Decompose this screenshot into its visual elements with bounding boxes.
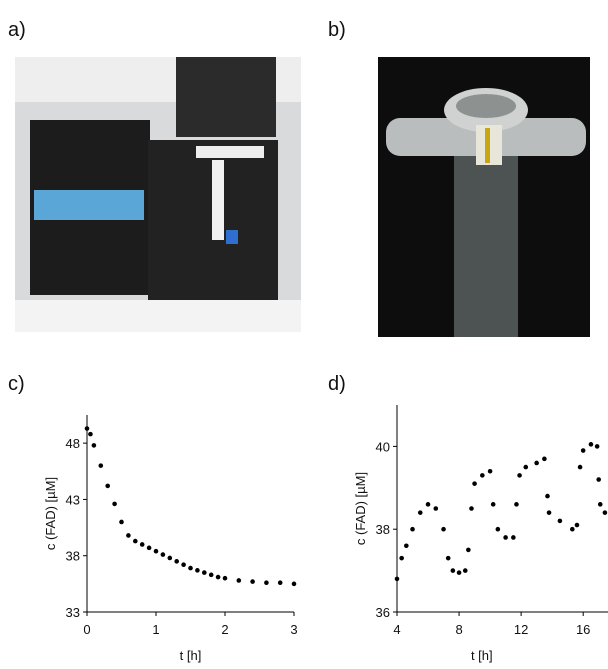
- data-point: [291, 581, 297, 587]
- panel-label: c): [8, 373, 25, 395]
- data-point: [174, 559, 179, 564]
- data-point: [577, 464, 583, 470]
- data-point: [112, 501, 117, 507]
- y-axis-title: c (FAD) [µM]: [43, 477, 58, 550]
- data-point: [495, 526, 501, 532]
- y-tick-label: 38: [376, 522, 390, 537]
- photo-flow-cell: [378, 57, 590, 337]
- data-point: [88, 431, 93, 437]
- panel-label: d): [328, 373, 346, 395]
- data-point: [469, 506, 474, 511]
- photo-pump-setup: [15, 57, 301, 332]
- data-point: [264, 580, 269, 586]
- y-tick-label: 43: [66, 492, 80, 507]
- x-tick-label: 4: [393, 622, 400, 637]
- data-point: [236, 578, 242, 583]
- data-point: [594, 444, 600, 449]
- x-tick-label: 16: [576, 622, 590, 637]
- data-point: [215, 574, 221, 580]
- data-point: [546, 510, 552, 515]
- data-point: [602, 510, 608, 515]
- data-point: [456, 570, 462, 575]
- data-point: [133, 538, 138, 544]
- y-tick-label: 48: [66, 436, 80, 451]
- x-tick-label: 3: [290, 622, 297, 637]
- data-point: [534, 460, 539, 466]
- data-point: [466, 547, 471, 553]
- x-tick-label: 12: [514, 622, 528, 637]
- data-point: [146, 545, 152, 551]
- data-point: [98, 463, 104, 468]
- data-point: [139, 542, 145, 547]
- data-point: [433, 506, 439, 511]
- data-point: [425, 502, 431, 507]
- data-point: [542, 456, 547, 462]
- data-point: [410, 526, 415, 532]
- data-point: [91, 443, 97, 448]
- data-point: [557, 518, 563, 524]
- data-point: [399, 555, 404, 561]
- data-point: [462, 568, 468, 573]
- data-point: [105, 483, 110, 489]
- data-point: [441, 526, 446, 532]
- data-point: [588, 442, 594, 447]
- data-point: [570, 526, 575, 532]
- x-axis-title: t [h]: [180, 648, 202, 663]
- data-point: [545, 493, 550, 499]
- x-tick-label: 0: [83, 622, 90, 637]
- x-tick-label: 2: [221, 622, 228, 637]
- data-point: [404, 543, 409, 549]
- data-point: [181, 562, 186, 568]
- y-tick-label: 36: [376, 605, 390, 620]
- data-point: [574, 522, 580, 528]
- data-point: [517, 473, 522, 478]
- y-tick-label: 38: [66, 549, 80, 564]
- data-point: [480, 473, 485, 478]
- data-point: [208, 572, 214, 578]
- data-point: [160, 552, 166, 557]
- data-point: [250, 579, 255, 584]
- data-point: [394, 576, 400, 582]
- y-tick-label: 40: [376, 439, 390, 454]
- data-point: [580, 448, 586, 453]
- data-point: [202, 570, 207, 575]
- data-point: [523, 464, 529, 470]
- x-tick-label: 8: [455, 622, 462, 637]
- data-point: [126, 533, 131, 538]
- data-point: [84, 426, 90, 431]
- data-point: [188, 565, 193, 571]
- data-point: [167, 555, 173, 561]
- x-axis-title: t [h]: [471, 648, 493, 663]
- data-point: [597, 502, 603, 507]
- data-point: [511, 535, 516, 540]
- panel-label: b): [328, 19, 346, 41]
- x-tick-label: 1: [152, 622, 159, 637]
- data-point: [472, 481, 477, 486]
- data-point: [153, 548, 159, 554]
- data-point: [514, 502, 519, 507]
- data-point: [119, 519, 124, 525]
- data-point: [445, 555, 451, 561]
- data-point: [503, 535, 508, 540]
- y-axis-title: c (FAD) [µM]: [353, 472, 368, 545]
- data-point: [487, 468, 493, 474]
- data-point: [450, 568, 456, 573]
- data-point: [596, 477, 601, 482]
- data-point: [490, 502, 496, 507]
- data-point: [195, 568, 200, 573]
- data-point: [277, 580, 283, 586]
- data-point: [417, 510, 423, 515]
- y-tick-label: 33: [66, 605, 80, 620]
- panel-label: a): [8, 19, 26, 41]
- data-point: [222, 575, 228, 581]
